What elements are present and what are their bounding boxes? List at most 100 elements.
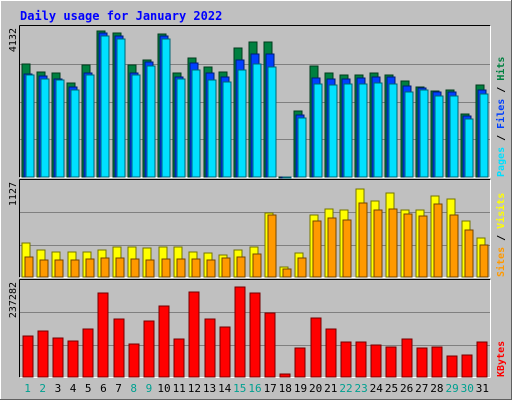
- bar-pages-day-17: [267, 66, 277, 178]
- top-legend: Pages / Files / Hits: [495, 57, 507, 177]
- bar-kbytes-day-25: [385, 346, 397, 378]
- bottom-legend: KBytes: [496, 341, 507, 377]
- top-panel: 4132 Pages / Files / Hits: [8, 25, 507, 179]
- bar-sites-day-28: [433, 203, 443, 278]
- bar-sites-day-25: [388, 208, 398, 278]
- bar-kbytes-day-6: [97, 292, 109, 378]
- bar-pages-day-20: [313, 83, 323, 178]
- bar-kbytes-day-10: [158, 305, 170, 378]
- bar-pages-day-6: [100, 35, 110, 178]
- bar-pages-day-14: [222, 81, 232, 178]
- x-label-day-18: 18: [279, 382, 292, 395]
- bar-sites-day-4: [70, 259, 80, 278]
- x-label-day-27: 27: [415, 382, 428, 395]
- x-label-day-31: 31: [476, 382, 489, 395]
- chart-title: Daily usage for January 2022: [20, 9, 222, 23]
- bar-pages-day-24: [373, 82, 383, 178]
- bar-kbytes-day-30: [461, 354, 473, 378]
- bar-pages-day-1: [25, 74, 35, 178]
- bar-sites-day-2: [39, 259, 49, 278]
- bar-pages-day-28: [434, 95, 444, 178]
- bar-kbytes-day-5: [82, 328, 94, 378]
- bar-sites-day-1: [24, 256, 34, 278]
- bar-pages-day-8: [131, 74, 141, 178]
- x-label-day-19: 19: [294, 382, 307, 395]
- bar-sites-day-17: [267, 214, 277, 278]
- x-label-day-9: 9: [146, 382, 153, 395]
- x-label-day-20: 20: [309, 382, 322, 395]
- bar-sites-day-27: [418, 215, 428, 278]
- bar-kbytes-day-16: [249, 292, 261, 378]
- series-pages: [25, 35, 489, 179]
- bar-kbytes-day-19: [294, 347, 306, 378]
- bar-sites-day-21: [327, 217, 337, 278]
- x-label-day-6: 6: [100, 382, 107, 395]
- bar-kbytes-day-14: [219, 326, 231, 378]
- bar-kbytes-day-12: [188, 291, 200, 378]
- bar-sites-day-14: [221, 257, 231, 278]
- x-label-day-10: 10: [157, 382, 170, 395]
- x-label-day-24: 24: [370, 382, 384, 395]
- bar-sites-day-10: [161, 258, 171, 278]
- bar-pages-day-15: [237, 69, 247, 178]
- bar-pages-day-2: [40, 78, 50, 178]
- bar-sites-day-13: [206, 259, 216, 278]
- bar-kbytes-day-1: [22, 335, 34, 378]
- bar-sites-day-9: [145, 259, 155, 278]
- bar-kbytes-day-22: [340, 341, 352, 378]
- bar-kbytes-day-21: [325, 328, 337, 378]
- legend-kbytes: KBytes: [496, 341, 507, 377]
- bar-kbytes-day-29: [446, 355, 458, 378]
- bar-sites-day-29: [449, 214, 459, 278]
- bar-kbytes-day-31: [476, 341, 488, 378]
- bar-sites-day-22: [342, 219, 352, 278]
- series-kbytes: [22, 286, 488, 378]
- bar-pages-day-29: [449, 95, 459, 178]
- x-label-day-14: 14: [218, 382, 232, 395]
- bar-pages-day-22: [343, 83, 353, 178]
- x-label-day-21: 21: [324, 382, 337, 395]
- bar-sites-day-5: [85, 258, 95, 278]
- bar-pages-day-23: [358, 83, 368, 178]
- chart-panels: 4132 Pages / Files / Hits 1127 Sites / Visi…: [8, 25, 507, 378]
- x-axis-labels: 1 2 3 4 5 6 7 8 9 10 11 12 13 14 15 16 17 18 19 20 21 22 23 24 2…: [24, 382, 489, 395]
- x-label-day-3: 3: [55, 382, 62, 395]
- legend-pages: Pages: [496, 147, 507, 177]
- x-label-day-15: 15: [233, 382, 246, 395]
- bar-kbytes-day-20: [310, 317, 322, 378]
- x-label-day-30: 30: [461, 382, 474, 395]
- bar-pages-day-3: [55, 79, 65, 178]
- legend-separator: /: [496, 81, 507, 99]
- series-sites: [24, 202, 489, 278]
- x-label-day-11: 11: [173, 382, 186, 395]
- x-label-day-17: 17: [264, 382, 277, 395]
- bar-kbytes-day-15: [234, 286, 246, 378]
- bar-pages-day-18: [282, 176, 292, 179]
- bar-kbytes-day-11: [173, 338, 185, 378]
- middle-panel: 1127 Sites / Visits: [8, 179, 507, 278]
- legend-visits: Visits: [495, 193, 507, 229]
- middle-ymax-label: 1127: [8, 182, 19, 206]
- bar-kbytes-day-13: [204, 318, 216, 378]
- bar-pages-day-10: [161, 38, 171, 178]
- bottom-panel: 237282 KBytes: [8, 279, 507, 378]
- x-label-day-7: 7: [115, 382, 122, 395]
- legend-files: Files: [495, 99, 507, 129]
- x-label-day-2: 2: [39, 382, 46, 395]
- legend-sites: Sites: [495, 247, 507, 277]
- bar-kbytes-day-7: [113, 318, 125, 378]
- bar-pages-day-11: [176, 78, 186, 178]
- bar-pages-day-27: [419, 89, 429, 178]
- bar-kbytes-day-17: [264, 312, 276, 378]
- legend-hits: Hits: [495, 57, 507, 81]
- bar-pages-day-21: [328, 84, 338, 178]
- bar-pages-day-30: [464, 118, 474, 178]
- x-label-day-5: 5: [85, 382, 92, 395]
- x-label-day-1: 1: [24, 382, 31, 395]
- bar-pages-day-16: [252, 63, 262, 178]
- bar-sites-day-15: [236, 256, 246, 278]
- bar-sites-day-23: [358, 202, 368, 278]
- bar-pages-day-13: [207, 79, 217, 178]
- bar-kbytes-day-9: [143, 320, 155, 378]
